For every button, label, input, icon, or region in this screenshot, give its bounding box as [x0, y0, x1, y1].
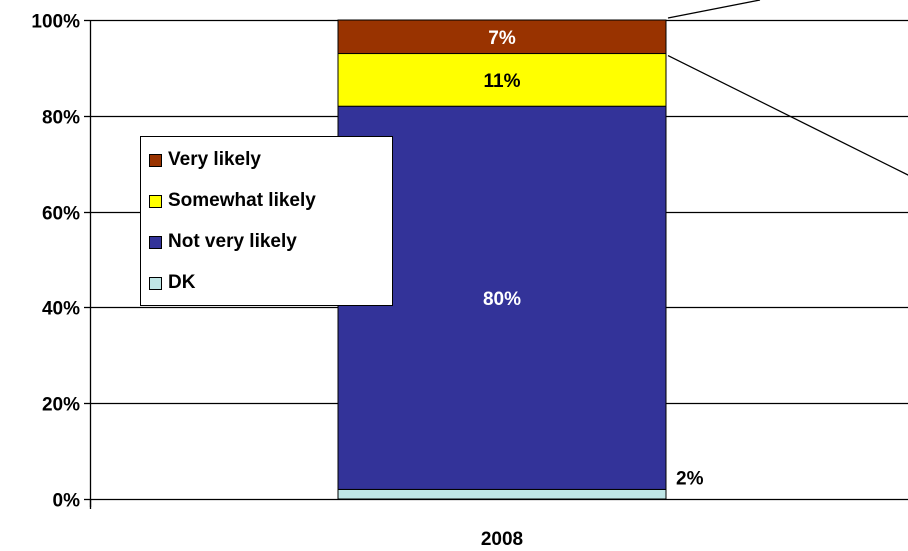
legend-label: Very likely [168, 149, 261, 170]
legend-label: Somewhat likely [168, 190, 316, 211]
y-tick-label: 20% [42, 395, 80, 416]
legend-swatch [149, 194, 162, 208]
legend-swatch [149, 235, 162, 249]
data-label: 2% [676, 468, 704, 489]
data-label: 80% [483, 289, 521, 310]
data-label: 7% [488, 28, 516, 49]
bar-segment-somewhat-likely [337, 53, 667, 107]
legend-swatch [149, 153, 162, 167]
legend-item: Not very likely [149, 231, 297, 253]
data-labels: 2% 80% 11% 7% [483, 28, 704, 490]
y-tick-label: 0% [53, 491, 81, 512]
legend-label: DK [168, 272, 196, 293]
legend-item: Very likely [149, 149, 261, 171]
y-tick-label: 80% [42, 108, 80, 129]
data-label: 11% [484, 71, 521, 92]
bar-segment-dk [337, 488, 667, 500]
y-tick-label: 100% [31, 12, 80, 33]
legend-item: Somewhat likely [149, 190, 316, 212]
leader-line [667, 54, 908, 176]
y-tick-label: 40% [42, 299, 80, 320]
legend: Very likely Somewhat likely Not very likel… [140, 136, 393, 306]
legend-label: Not very likely [168, 231, 297, 252]
axes: 0% 20% 40% 60% 80% 100% 2008 [31, 12, 908, 550]
bars [337, 19, 667, 500]
legend-swatch [149, 276, 162, 290]
leader-lines [667, 0, 908, 176]
legend-item: DK [149, 272, 195, 294]
bar-segment-very-likely [337, 19, 667, 55]
x-category-label: 2008 [481, 529, 523, 550]
leader-line [667, 0, 761, 19]
y-tick-label: 60% [42, 204, 80, 225]
